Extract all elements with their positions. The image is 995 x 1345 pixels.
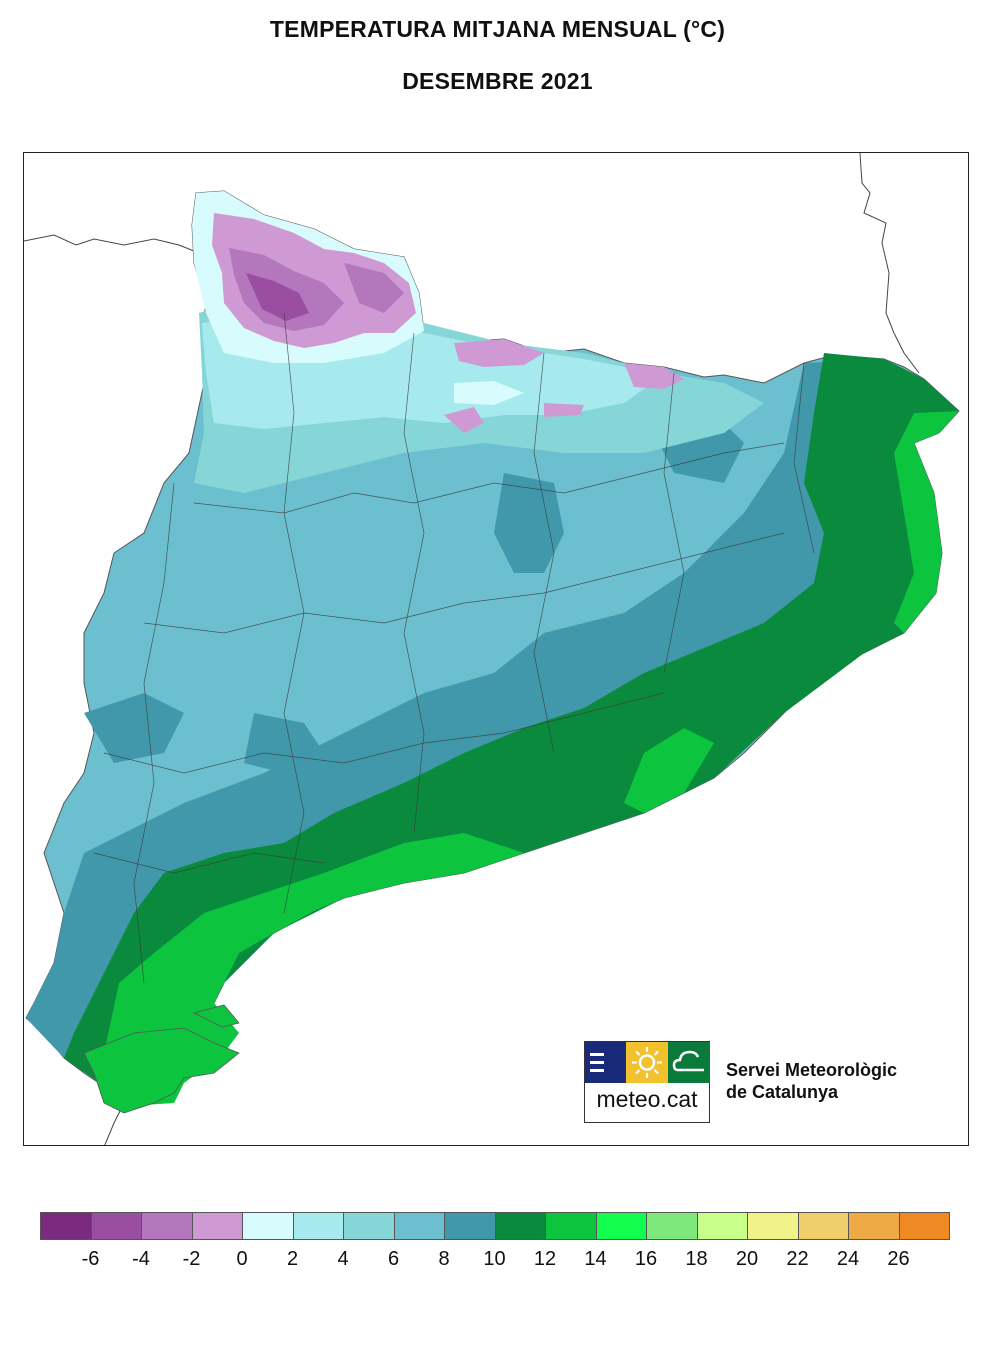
logo-text: meteo.cat xyxy=(596,1086,698,1112)
legend-swatch xyxy=(444,1212,496,1240)
meteocat-logo: meteo.cat xyxy=(584,1041,710,1123)
legend-tick-label: 0 xyxy=(236,1248,248,1270)
legend-tick-label: 4 xyxy=(337,1248,349,1270)
france-border-line xyxy=(24,234,200,254)
legend-swatch xyxy=(292,1212,344,1240)
legend-swatch xyxy=(595,1212,647,1240)
legend-swatch xyxy=(40,1212,92,1240)
organization-line-1: Servei Meteorològic xyxy=(726,1060,898,1080)
legend-tick-label: 24 xyxy=(836,1248,860,1270)
bars-icon xyxy=(585,1042,626,1083)
legend-tick-label: 14 xyxy=(584,1248,607,1270)
legend-tick-label: -6 xyxy=(81,1248,100,1270)
legend-swatch xyxy=(494,1212,546,1240)
legend-tick-label: -4 xyxy=(132,1248,150,1270)
legend-tick-label: 18 xyxy=(685,1248,708,1270)
legend-swatch xyxy=(343,1212,395,1240)
legend-swatch xyxy=(545,1212,597,1240)
legend-tick-label: 16 xyxy=(634,1248,658,1270)
temperature-map xyxy=(23,152,969,1146)
legend-swatch xyxy=(191,1212,243,1240)
zone-minus2-0 xyxy=(212,213,684,433)
comarca-borders xyxy=(93,312,815,984)
legend-swatch xyxy=(141,1212,193,1240)
ebro-delta-spit xyxy=(192,1004,240,1028)
legend-swatch xyxy=(393,1212,445,1240)
coast-north-line xyxy=(859,153,920,374)
legend-tick-label: 12 xyxy=(533,1248,557,1270)
legend-tick-label: 10 xyxy=(483,1248,506,1270)
legend-tick-label: 8 xyxy=(438,1248,450,1270)
legend-swatch xyxy=(90,1212,142,1240)
legend-swatch xyxy=(747,1212,799,1240)
legend-swatch xyxy=(242,1212,294,1240)
legend-tick-label: 2 xyxy=(286,1248,299,1270)
legend-tick-label: 6 xyxy=(387,1248,400,1270)
map-title: TEMPERATURA MITJANA MENSUAL (°C) xyxy=(269,16,726,42)
legend-swatch xyxy=(696,1212,748,1240)
legend-swatch xyxy=(898,1212,950,1240)
legend-tick-label: 22 xyxy=(786,1248,809,1270)
map-subtitle: DESEMBRE 2021 xyxy=(402,68,593,94)
sun-icon xyxy=(626,1042,668,1083)
legend-tick-label: -2 xyxy=(182,1248,201,1270)
ebro-delta xyxy=(83,1027,240,1114)
legend-tick-label: 20 xyxy=(735,1248,759,1270)
color-legend xyxy=(40,1212,950,1242)
legend-swatch xyxy=(848,1212,900,1240)
zone-minus6-minus4 xyxy=(246,273,309,321)
cloud-icon xyxy=(668,1042,710,1083)
legend-swatch xyxy=(797,1212,849,1240)
organization-name: Servei Meteorològic de Catalunya xyxy=(726,1059,897,1103)
legend-tick-label: 26 xyxy=(887,1248,910,1270)
catalonia-map-svg xyxy=(24,153,960,1145)
legend-swatch xyxy=(646,1212,698,1240)
organization-line-2: de Catalunya xyxy=(726,1082,839,1102)
